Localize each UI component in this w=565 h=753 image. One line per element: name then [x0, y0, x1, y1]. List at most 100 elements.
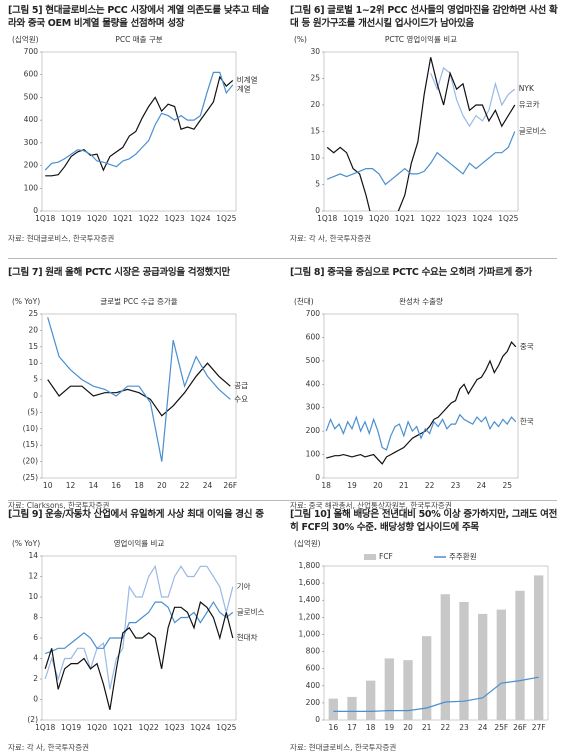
- series-label: 현대차: [237, 633, 258, 642]
- x-tick-label: 1Q25: [216, 723, 236, 732]
- figure-title: [그림 10] 올해 배당은 전년대비 50% 이상 증가하지만, 그래도 여전…: [290, 509, 558, 533]
- y-tick-label: (25): [23, 473, 38, 482]
- x-tick-label: 1Q20: [87, 723, 107, 732]
- y-tick-label: 0: [33, 206, 38, 215]
- y-tick-label: 400: [306, 379, 321, 388]
- source: 자료: 중국 해관총서, 산업통상자원부, 한국투자증권: [290, 501, 452, 510]
- bar: [384, 658, 394, 720]
- line: [326, 341, 517, 465]
- y-tick-label: 10: [310, 153, 320, 162]
- figure-title: [그림 9] 운송/자동차 산업에서 유일하게 사상 최대 이익을 경신 중: [8, 509, 264, 520]
- source: 자료: 현대글로비스, 한국투자증권: [290, 743, 397, 752]
- chart-subtitle: 글로벌 PCC 수급 증가율: [100, 296, 177, 306]
- y-axis-label: (% YoY): [12, 539, 40, 548]
- figure-title: [그림 7] 원래 올해 PCTC 시장은 공급과잉을 걱정했지만: [8, 267, 230, 278]
- y-tick-label: 300: [24, 138, 39, 147]
- y-axis-label: (십억원): [294, 539, 321, 548]
- y-tick-label: 14: [28, 551, 38, 560]
- figure: [그림 6] 글로벌 1~2위 PCC 선사들의 영업마진을 감안하면 사선 확…: [290, 4, 558, 244]
- y-tick-label: 500: [306, 356, 321, 365]
- x-tick-label: 26F: [223, 481, 237, 490]
- figure: [그림 8] 중국을 중심으로 PCTC 수요는 오히려 가파르게 증가 (천대)…: [290, 266, 558, 511]
- legend-label: FCF: [379, 552, 393, 561]
- source: 자료: 현대글로비스, 한국투자증권: [8, 234, 115, 243]
- x-tick-label: 22: [425, 481, 435, 490]
- bar: [422, 636, 432, 720]
- x-tick-label: 19: [347, 481, 357, 490]
- series-label: 수요: [234, 394, 248, 403]
- x-tick-label: 1Q23: [446, 214, 466, 223]
- x-tick-label: 21: [422, 723, 432, 732]
- line: [47, 362, 231, 417]
- x-tick-label: 23: [451, 481, 461, 490]
- chart-subtitle: 완성차 수출량: [399, 296, 443, 306]
- x-tick-label: 25F: [494, 723, 508, 732]
- y-tick-label: 8: [33, 613, 38, 622]
- chart: (천대) 완성차 수출량 0 100 200 300 400 500 600 700 18 19 20 2…: [294, 296, 534, 490]
- figure: [그림 9] 운송/자동차 산업에서 유일하게 사상 최대 이익을 경신 중 (%…: [8, 508, 276, 753]
- series-layer: [326, 57, 516, 211]
- y-tick-label: 1,800: [299, 561, 321, 570]
- y-tick-label: 200: [306, 426, 321, 435]
- figure: [그림 10] 올해 배당은 전년대비 50% 이상 증가하지만, 그래도 여전…: [290, 508, 558, 753]
- y-tick-label: 0: [33, 391, 38, 400]
- series-label: 유코카: [519, 100, 540, 109]
- x-tick-label: 1Q21: [113, 723, 133, 732]
- y-tick-label: 15: [28, 342, 38, 351]
- line: [45, 600, 234, 654]
- y-tick-label: 6: [33, 633, 38, 642]
- plot-frame: [41, 313, 237, 479]
- series-label: 비계열: [237, 74, 258, 84]
- x-tick-label: 1Q23: [164, 214, 184, 223]
- x-tick-label: 24: [477, 481, 487, 490]
- y-tick-label: 600: [306, 332, 321, 341]
- figure-title: [그림 5] 현대글로비스는 PCC 시장에서 계열 의존도를 낮추고 테슬라와…: [8, 5, 270, 29]
- y-tick-label: (5): [27, 407, 38, 416]
- y-tick-label: 0: [33, 695, 38, 704]
- y-tick-label: 500: [24, 92, 39, 101]
- y-tick-label: 15: [310, 127, 320, 136]
- line: [430, 66, 516, 128]
- chart: (% YoY) 글로벌 PCC 수급 증가율 25 20 15 10 5 0 (5) (10) (1…: [12, 296, 248, 490]
- chart-subtitle: 영업이익률 비교: [114, 538, 165, 548]
- plot-frame: [41, 51, 237, 212]
- figure: [그림 7] 원래 올해 PCTC 시장은 공급과잉을 걱정했지만 (% YoY)…: [8, 266, 276, 511]
- x-tick-label: 1Q24: [190, 214, 210, 223]
- y-axis-label: (%): [294, 35, 307, 44]
- bar: [478, 613, 488, 720]
- y-tick-label: 0: [315, 206, 320, 215]
- x-tick-label: 1Q21: [113, 214, 133, 223]
- series-label: 글로비스: [519, 127, 547, 136]
- source: 자료: 각 사, 한국투자증권: [290, 234, 372, 243]
- x-tick-label: 1Q18: [35, 723, 55, 732]
- y-tick-label: 25: [310, 74, 320, 83]
- bar: [366, 680, 376, 720]
- x-tick-label: 1Q24: [472, 214, 492, 223]
- y-tick-label: (10): [23, 424, 38, 433]
- x-tick-label: 25: [502, 481, 512, 490]
- y-tick-label: 800: [306, 647, 321, 656]
- x-tick-label: 24: [478, 723, 488, 732]
- y-tick-label: 5: [315, 180, 320, 189]
- y-tick-label: 0: [315, 715, 320, 724]
- x-tick-label: 24: [203, 481, 213, 490]
- y-tick-label: 100: [24, 183, 39, 192]
- y-tick-label: (2): [27, 715, 38, 724]
- x-tick-label: 22: [441, 723, 451, 732]
- plot-frame: [323, 51, 519, 212]
- chart: (십억원) PCC 매출 구분 0 100 200 300 400 500 600 700 1Q18…: [12, 34, 258, 223]
- y-axis-label: (천대): [294, 296, 314, 306]
- x-tick-label: 1Q25: [498, 214, 518, 223]
- source: 자료: 각 사, 한국투자증권: [8, 743, 90, 752]
- legend-label: 주주환원: [449, 551, 477, 561]
- series-label: NYK: [519, 84, 535, 93]
- y-tick-label: 25: [28, 309, 38, 318]
- x-tick-label: 1Q22: [139, 723, 159, 732]
- x-tick-label: 19: [385, 723, 395, 732]
- x-tick-label: 10: [43, 481, 53, 490]
- line: [44, 601, 234, 710]
- series-label: 공급: [234, 381, 248, 390]
- x-tick-label: 12: [66, 481, 76, 490]
- line: [326, 131, 516, 186]
- line: [333, 676, 539, 712]
